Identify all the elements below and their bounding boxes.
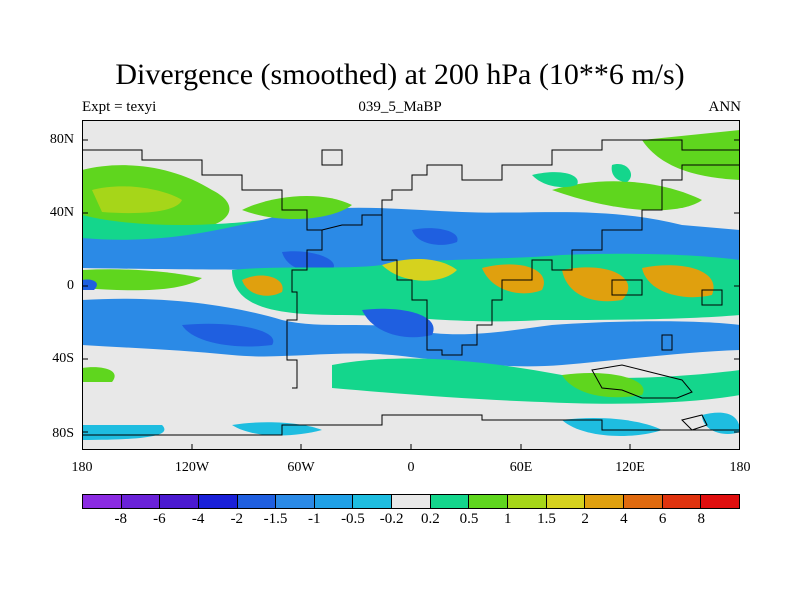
colorbar-swatch [701, 495, 739, 508]
colorbar-swatch [430, 495, 470, 508]
divergence-map [82, 120, 740, 450]
period-label: ANN [708, 99, 742, 115]
contour-fill [552, 181, 702, 211]
colorbar-swatch [276, 495, 315, 508]
colorbar-label: 1.5 [537, 511, 556, 527]
contour-fill [702, 412, 740, 435]
contour-fill [562, 418, 662, 436]
contour-fill [92, 186, 182, 214]
colorbar-label: -6 [153, 511, 166, 527]
contour-fill [242, 195, 352, 220]
colorbar-swatch [83, 495, 122, 508]
colorbar-swatch [237, 495, 277, 508]
colorbar-label: -1 [307, 511, 321, 527]
colorbar-label: -8 [114, 511, 127, 527]
colorbar-swatch [585, 495, 624, 508]
colorbar-label: 0.2 [420, 511, 440, 527]
colorbar-label: 0.5 [459, 511, 479, 527]
map-title: Divergence (smoothed) at 200 hPa (10**6 … [115, 58, 685, 91]
contour-fill [412, 228, 458, 245]
lat-tick-label: 0 [67, 278, 74, 293]
colorbar-swatch [314, 495, 354, 508]
lon-tick-label: 60E [509, 460, 533, 475]
contour-fill [611, 163, 632, 182]
axis-ticks [82, 139, 740, 450]
lon-tick-label: 60W [287, 460, 315, 475]
colorbar-swatch [508, 495, 547, 508]
colorbar-swatch [623, 495, 663, 508]
colorbar-label: 8 [697, 511, 706, 527]
colorbar-label: -1.5 [263, 511, 288, 527]
contour-fill [82, 279, 97, 290]
colorbar-label: 4 [620, 511, 628, 527]
colorbar-swatch [198, 495, 238, 508]
lon-tick-label: 120W [174, 460, 210, 475]
contour-fill [232, 253, 740, 322]
lon-tick-label: 180 [71, 460, 93, 475]
colorbar-swatch [662, 495, 702, 508]
colorbar-label: -0.5 [341, 511, 365, 527]
contour-fill [642, 265, 714, 298]
contour-fill [82, 207, 740, 270]
lon-tick-label: 180 [729, 460, 751, 475]
contour-fill [642, 130, 740, 180]
contour-fill [282, 251, 334, 273]
contour-fill [82, 367, 115, 382]
lon-tick-label: 120E [615, 460, 645, 475]
contour-fill [232, 422, 322, 436]
lat-tick-label: 80S [52, 426, 74, 441]
colorbar-swatch [121, 495, 161, 508]
lat-tick-label: 40N [49, 205, 74, 220]
contour-fill [532, 172, 578, 188]
colorbar-swatch [469, 495, 509, 508]
colorbar-label: 2 [581, 511, 589, 527]
contour-fill [242, 275, 283, 296]
lat-tick-label: 80N [49, 132, 74, 147]
coastlines [82, 139, 740, 436]
colorbar-swatch [160, 495, 199, 508]
colorbar-label: 1 [504, 511, 512, 527]
colorbar-label: 6 [658, 511, 667, 527]
contour-fill [382, 258, 457, 281]
contour-fill [82, 425, 165, 440]
lat-tick-label: 40S [52, 351, 74, 366]
colorbar-label: -4 [191, 511, 205, 527]
contour-fill [182, 323, 274, 347]
contour-fill [562, 372, 644, 398]
colorbar [82, 494, 740, 509]
colorbar-label: -0.2 [379, 511, 404, 527]
colorbar-swatch [392, 495, 431, 508]
case-label: 039_5_MaBP [358, 99, 442, 115]
colorbar-swatch [546, 495, 586, 508]
lon-tick-label: 0 [407, 460, 415, 475]
colorbar-swatch [353, 495, 393, 508]
contour-fill [82, 269, 202, 291]
colorbar-label: -2 [230, 511, 244, 527]
contour-fill [482, 264, 544, 294]
experiment-label: Expt = texyi [82, 99, 157, 115]
contour-fill [362, 308, 434, 338]
